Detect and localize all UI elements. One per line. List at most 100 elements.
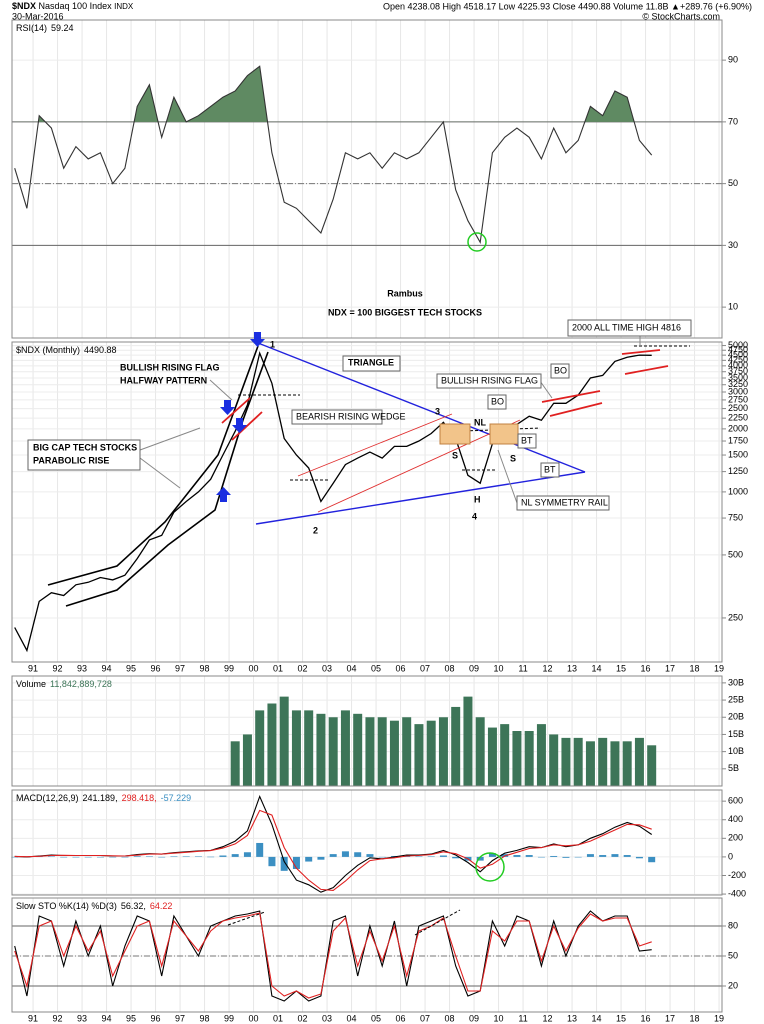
y-tick-label: 3000 [728,386,748,396]
volume-frame [11,675,723,787]
x-tick-label: 94 [102,1013,112,1023]
y-tick-label: 1750 [728,435,748,445]
wedge-label: BEARISH RISING WEDGE [296,411,406,421]
bar [524,731,534,786]
date: 30-Mar-2016 [12,11,64,21]
y-tick-label: 90 [728,55,738,65]
y-tick-label: 3500 [728,372,748,382]
y-tick-label: 2000 [728,423,748,433]
bar [573,737,583,786]
quote: Open 4238.08 High 4518.17 Low 4225.93 Cl… [383,1,752,11]
x-tick-label: 00 [249,1013,259,1023]
bar [340,710,350,786]
bar [463,696,473,786]
sto-frame [11,897,723,1013]
highlight-circle [475,852,505,882]
x-tick-label: 91 [28,1013,38,1023]
legend-entry: 298.418, [122,793,157,803]
subtitle: NDX = 100 BIGGEST TECH STOCKS [328,307,482,317]
label-box [550,363,570,379]
x-tick-label: 16 [641,663,651,673]
bar [525,855,533,857]
x-tick-label: 18 [690,663,700,673]
bar [622,741,632,786]
y-tick-label: 4000 [728,360,748,370]
y-tick-label: 20 [728,980,738,990]
overbought-area [14,66,652,122]
y-tick-label: 4750 [728,345,748,355]
x-tick-label: 14 [592,1013,602,1023]
bar [133,856,141,857]
x-tick-label: 97 [175,663,185,673]
bar [255,710,265,786]
y-tick-label: 2500 [728,403,748,413]
legend: RSI(14) 59.24 [16,23,74,33]
price-frame [11,341,723,663]
x-tick-label: 96 [151,663,161,673]
x-tick-label: 09 [469,1013,479,1023]
bar [280,856,288,871]
bar [305,856,313,862]
x-tick-label: 01 [273,663,283,673]
bar [182,856,190,857]
bar [513,855,521,857]
bar [328,717,338,786]
x-tick-label: 12 [543,663,553,673]
x-tick-label: 93 [77,663,87,673]
bar [500,724,510,786]
bar [256,842,264,857]
bar [549,734,559,786]
x-tick-label: 96 [151,1013,161,1023]
x-tick-label: 11 [518,663,527,673]
bar [561,737,571,786]
legend: MACD(12,26,9) 241.189, 298.418, -57.229 [16,793,191,803]
bar [268,856,276,867]
bar [512,731,522,786]
bar [291,710,301,786]
bar [366,854,374,857]
x-tick-label: 15 [616,1013,626,1023]
bt-label: BT [521,435,533,445]
x-tick-label: 97 [175,1013,185,1023]
bar [599,855,607,857]
legend: Volume 11,842,889,728 [16,679,112,689]
bo-label: BO [554,365,567,375]
x-tick-label: 16 [641,1013,651,1023]
x-tick-label: 08 [445,1013,455,1023]
bar [488,853,496,857]
y-tick-label: 0 [728,851,733,861]
trendlines [47,336,690,607]
bar [537,856,545,858]
bar [586,854,594,857]
x-tick-label: 17 [665,663,675,673]
bar [243,852,251,857]
bar [219,855,227,857]
x-tick-label: 06 [396,1013,406,1023]
x-tick-label: 04 [347,1013,357,1023]
bt-label: BT [544,464,556,474]
point-label: 3 [435,406,440,416]
legend: $NDX (Monthly) 4490.88 [16,345,117,355]
bo-label: BO [491,396,504,406]
bar [279,696,289,786]
x-tick-label: 18 [690,1013,700,1023]
bar [72,856,80,858]
author: Rambus [387,288,423,298]
bar [354,852,362,857]
y-tick-label: 5000 [728,340,748,350]
x-tick-label: 05 [371,663,381,673]
x-tick-label: 09 [469,663,479,673]
x-tick-label: 15 [616,663,626,673]
x-tick-label: 14 [592,663,602,673]
label-box [517,433,537,449]
series-line [14,350,652,653]
x-tick-label: 06 [396,663,406,673]
x-tick-label: 13 [567,1013,577,1023]
x-tick-label: 00 [249,663,259,673]
high-label: 2000 ALL TIME HIGH 4816 [572,322,681,332]
bar [121,856,129,858]
x-tick-label: 07 [420,1013,430,1023]
legend-title: RSI(14) [16,23,47,33]
legend-title: Volume [16,679,46,689]
x-tick-label: 95 [126,663,136,673]
